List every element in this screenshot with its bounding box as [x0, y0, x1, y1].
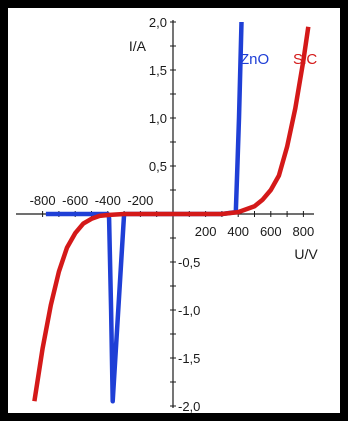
x-tick-label: -600 — [62, 193, 88, 208]
chart-panel: -800 -600 -400 -200 200 400 600 800 2,0 1,5 1,0 0,… — [8, 8, 340, 413]
y-ticks-group: 2,0 1,5 1,0 0,5 -0,5 -1,0 -1,5 -2,0 — [149, 15, 200, 413]
x-tick-label: -400 — [95, 193, 121, 208]
x-tick-label: 600 — [260, 224, 282, 239]
y-tick-label: -1,0 — [178, 303, 200, 318]
axes-group: -800 -600 -400 -200 200 400 600 800 2,0 1,5 1,0 0,… — [16, 15, 314, 413]
x-tick-label: -800 — [30, 193, 56, 208]
x-tick-label: 800 — [293, 224, 315, 239]
series-layer — [32, 21, 311, 404]
series-line-sic — [32, 26, 311, 402]
y-tick-label: 1,5 — [149, 63, 167, 78]
series-label-zno: ZnO — [240, 51, 269, 68]
x-axis-title: U/V — [294, 246, 318, 262]
x-tick-label: 200 — [195, 224, 217, 239]
y-tick-label: 0,5 — [149, 159, 167, 174]
y-tick-label: 1,0 — [149, 111, 167, 126]
y-tick-label: -2,0 — [178, 399, 200, 413]
x-tick-label: -200 — [127, 193, 153, 208]
x-tick-label: 400 — [227, 224, 249, 239]
iv-characteristic-chart: -800 -600 -400 -200 200 400 600 800 2,0 1,5 1,0 0,… — [16, 15, 318, 413]
y-tick-label: -1,5 — [178, 351, 200, 366]
y-tick-label: 2,0 — [149, 15, 167, 30]
series-label-sic: SiC — [293, 51, 317, 68]
y-tick-label: -0,5 — [178, 255, 200, 270]
y-axis-title: I/A — [129, 38, 147, 54]
